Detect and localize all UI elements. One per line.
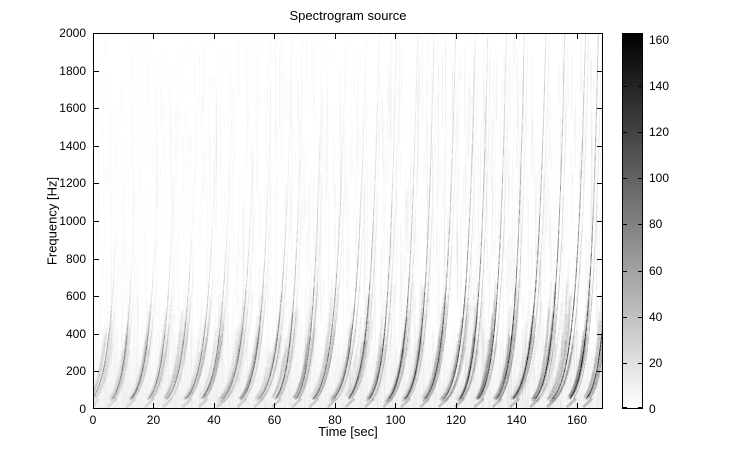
x-axis-label: Time [sec] (318, 424, 378, 439)
y-tick-label: 1800 (59, 63, 86, 78)
x-tick-label: 20 (146, 413, 161, 427)
colorbar-tick-label: 140 (649, 79, 670, 94)
plot-title: Spectrogram source (289, 8, 407, 23)
x-tick-label: 40 (207, 413, 221, 427)
colorbar-tick-label: 60 (649, 263, 663, 278)
colorbar-tick-mark (638, 178, 642, 180)
colorbar (622, 33, 643, 409)
y-tick-label: 0 (79, 402, 86, 416)
colorbar-tick-label: 20 (649, 355, 663, 370)
x-tick-label: 80 (328, 413, 342, 427)
x-tick-label: 60 (267, 413, 282, 427)
colorbar-tick-mark (638, 132, 642, 134)
colorbar-tick-mark (623, 362, 627, 364)
x-tick-label: 0 (89, 413, 97, 427)
colorbar-tick-label: 120 (649, 125, 670, 140)
x-tick-label: 100 (385, 413, 406, 427)
colorbar-tick-mark (623, 178, 627, 180)
colorbar-tick-label: 80 (649, 217, 663, 232)
x-tick-label: 160 (566, 413, 587, 427)
colorbar-tick-mark (638, 316, 642, 318)
x-tick-label: 140 (506, 413, 527, 427)
colorbar-tick-mark (623, 316, 627, 318)
colorbar-tick-mark (638, 224, 642, 226)
y-tick-label: 200 (65, 364, 86, 379)
colorbar-tick-mark (623, 132, 627, 134)
y-tick-label: 1000 (59, 214, 86, 228)
spectrogram-canvas (93, 33, 603, 409)
y-tick-label: 600 (65, 289, 86, 304)
colorbar-tick-mark (638, 86, 642, 88)
colorbar-tick-mark (638, 39, 642, 41)
y-tick-label: 1600 (59, 101, 86, 116)
y-axis-label: Frequency [Hz] (44, 176, 60, 266)
colorbar-tick-label: 100 (649, 171, 670, 186)
colorbar-tick-mark (638, 407, 642, 408)
colorbar-tick-mark (638, 362, 642, 364)
y-tick-label: 1200 (59, 176, 86, 191)
y-tick-label: 800 (65, 251, 86, 266)
colorbar-tick-mark (623, 86, 627, 88)
colorbar-tick-mark (623, 39, 627, 41)
colorbar-tick-label: 40 (649, 309, 663, 324)
y-tick-label: 2000 (59, 26, 86, 40)
colorbar-tick-mark (623, 224, 627, 226)
colorbar-tick-label: 160 (649, 32, 670, 47)
colorbar-tick-mark (623, 270, 627, 272)
colorbar-tick-label: 0 (649, 402, 656, 416)
x-tick-label: 120 (445, 413, 466, 427)
colorbar-tick-mark (623, 407, 627, 408)
y-tick-label: 400 (65, 326, 86, 341)
y-tick-label: 1400 (59, 138, 86, 153)
colorbar-tick-mark (638, 270, 642, 272)
